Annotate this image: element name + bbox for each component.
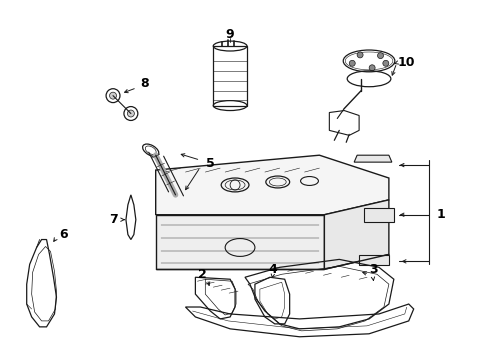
Polygon shape bbox=[354, 155, 392, 162]
Text: 5: 5 bbox=[206, 157, 215, 170]
Circle shape bbox=[127, 110, 134, 117]
Polygon shape bbox=[364, 208, 394, 222]
Text: 7: 7 bbox=[109, 213, 118, 226]
Text: 6: 6 bbox=[59, 228, 68, 241]
Circle shape bbox=[357, 52, 363, 58]
Polygon shape bbox=[156, 155, 389, 215]
Text: 3: 3 bbox=[369, 263, 378, 276]
Text: 2: 2 bbox=[198, 268, 207, 281]
Circle shape bbox=[110, 92, 117, 99]
Circle shape bbox=[369, 65, 375, 71]
Text: 9: 9 bbox=[226, 28, 234, 41]
Circle shape bbox=[349, 60, 355, 66]
Polygon shape bbox=[359, 255, 389, 265]
Text: 4: 4 bbox=[269, 263, 277, 276]
Polygon shape bbox=[156, 215, 324, 269]
Circle shape bbox=[383, 60, 389, 66]
Text: 8: 8 bbox=[141, 77, 149, 90]
Polygon shape bbox=[324, 200, 389, 269]
Text: 1: 1 bbox=[436, 208, 445, 221]
Circle shape bbox=[377, 53, 384, 59]
Text: 10: 10 bbox=[398, 57, 416, 69]
